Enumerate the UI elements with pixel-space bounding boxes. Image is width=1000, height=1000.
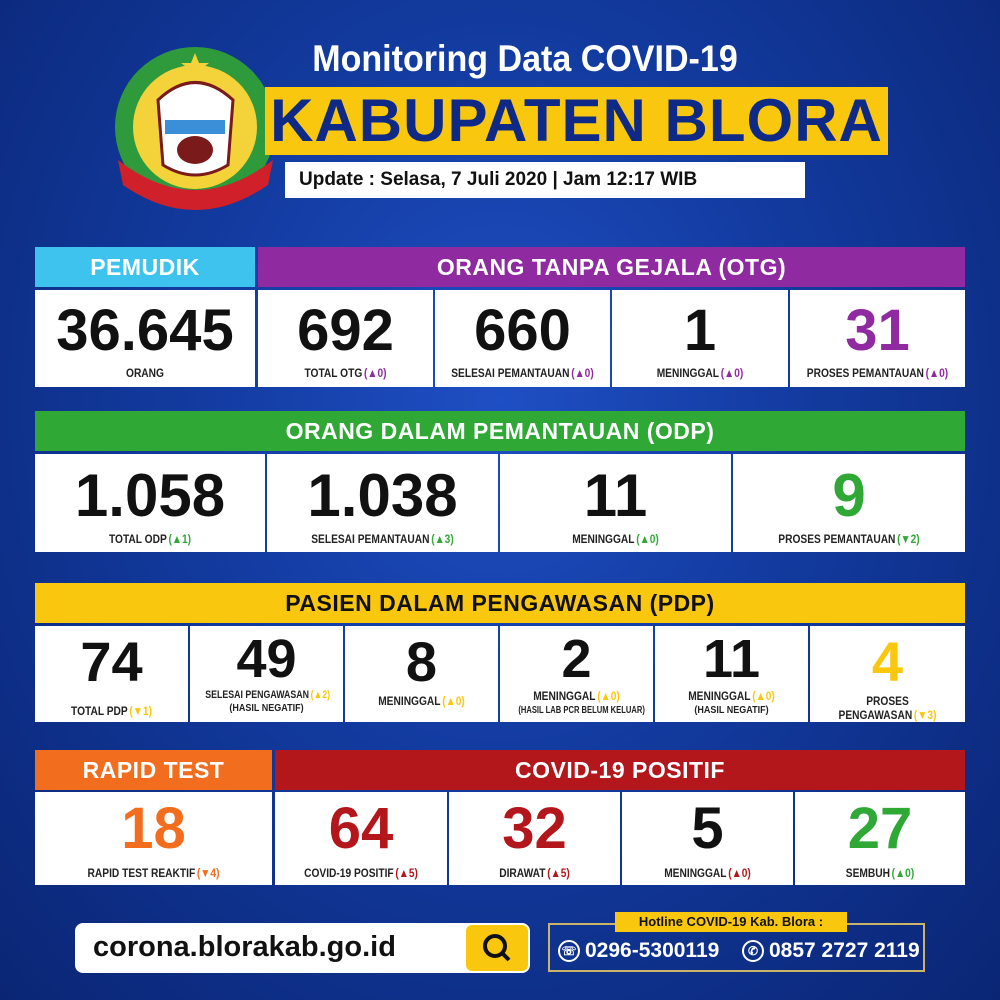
otg-total-value: 692 — [297, 298, 394, 363]
otg-selesai-value: 660 — [474, 298, 571, 363]
odp-selesai-value: 1.038 — [307, 462, 458, 529]
otg-selesai-card: 660 SELESAI PEMANTAUAN (▲0) — [435, 290, 610, 387]
odp-meninggal-card: 11 MENINGGAL (▲0) — [500, 454, 731, 552]
odp-meninggal-label: MENINGGAL (▲0) — [572, 532, 659, 546]
hotline-label: Hotline COVID-19 Kab. Blora : — [615, 912, 847, 932]
odp-proses-card: 9 PROSES PEMANTAUAN (▼2) — [733, 454, 965, 552]
hotline-phone[interactable]: ☏ 0296-5300119 — [558, 939, 719, 963]
pdp-proses-value: 4 — [871, 630, 904, 693]
region-banner: KABUPATEN BLORA — [265, 87, 888, 155]
odp-total-card: 1.058 TOTAL ODP (▲1) — [35, 454, 265, 552]
otg-meninggal-label: MENINGGAL (▲0) — [656, 366, 744, 380]
rapid-header: RAPID TEST — [35, 750, 272, 790]
search-icon — [483, 934, 511, 962]
pdp-meninggal-negatif-note: (HASIL NEGATIF) — [694, 705, 769, 716]
odp-total-label: TOTAL ODP (▲1) — [108, 532, 192, 546]
odp-selesai-label: SELESAI PEMANTAUAN (▲3) — [311, 532, 454, 546]
pdp-selesai-label: SELESAI PENGAWASAN (▲2) — [205, 689, 331, 701]
pdp-meninggal-pcr-card: 2 MENINGGAL (▲0) (HASIL LAB PCR BELUM KEL… — [500, 626, 653, 722]
rapid-value: 18 — [121, 796, 186, 861]
website-url[interactable]: corona.blorakab.go.id — [93, 931, 396, 963]
otg-proses-label: PROSES PEMANTAUAN (▲0) — [806, 366, 949, 380]
odp-meninggal-value: 11 — [583, 462, 648, 529]
pdp-proses-label2: PENGAWASAN (▼3) — [838, 708, 937, 722]
pdp-selesai-card: 49 SELESAI PENGAWASAN (▲2) (HASIL NEGATIF… — [190, 626, 343, 722]
otg-proses-value: 31 — [845, 298, 910, 363]
odp-total-value: 1.058 — [74, 462, 226, 529]
otg-total-card: 692 TOTAL OTG (▲0) — [258, 290, 433, 387]
covid-dirawat-card: 32 DIRAWAT (▲5) — [449, 792, 620, 885]
covid-sembuh-value: 27 — [847, 796, 913, 861]
pdp-meninggal-pcr-note: (HASIL LAB PCR BELUM KELUAR) — [518, 705, 645, 716]
pdp-total-value: 74 — [80, 630, 143, 693]
phone-icon: ☏ — [558, 940, 580, 962]
pemudik-value: 36.645 — [56, 298, 234, 363]
covid-positif-value: 64 — [328, 796, 394, 861]
website-link[interactable]: corona.blorakab.go.id — [75, 923, 530, 973]
odp-proses-value: 9 — [832, 462, 866, 529]
covid-sembuh-card: 27 SEMBUH (▲0) — [795, 792, 965, 885]
pdp-proses-label: PROSES — [866, 694, 909, 708]
blora-logo — [113, 45, 278, 215]
search-button[interactable] — [466, 925, 528, 971]
pemudik-card: 36.645 ORANG — [35, 290, 255, 387]
pdp-header: PASIEN DALAM PENGAWASAN (PDP) — [35, 583, 965, 623]
otg-total-label: TOTAL OTG (▲0) — [304, 366, 387, 380]
hotline-whatsapp[interactable]: ✆ 0857 2727 2119 — [742, 939, 920, 963]
covid-dirawat-value: 32 — [502, 796, 567, 861]
rapid-label: RAPID TEST REAKTIF (▼4) — [87, 866, 220, 880]
odp-selesai-card: 1.038 SELESAI PEMANTAUAN (▲3) — [267, 454, 498, 552]
covid-meninggal-card: 5 MENINGGAL (▲0) — [622, 792, 793, 885]
otg-proses-card: 31 PROSES PEMANTAUAN (▲0) — [790, 290, 965, 387]
pdp-meninggal-label: MENINGGAL (▲0) — [378, 694, 465, 708]
pdp-proses-card: 4 PROSES PENGAWASAN (▼3) — [810, 626, 965, 722]
rapid-card: 18 RAPID TEST REAKTIF (▼4) — [35, 792, 272, 885]
covid-positif-label: COVID-19 POSITIF (▲5) — [304, 866, 418, 880]
pemudik-label: ORANG — [126, 366, 164, 380]
otg-header: ORANG TANPA GEJALA (OTG) — [258, 247, 965, 287]
covid-dirawat-label: DIRAWAT (▲5) — [499, 866, 570, 880]
otg-meninggal-value: 1 — [683, 298, 717, 363]
covid-header: COVID-19 POSITIF — [275, 750, 965, 790]
whatsapp-icon: ✆ — [742, 940, 764, 962]
otg-meninggal-card: 1 MENINGGAL (▲0) — [612, 290, 788, 387]
otg-selesai-label: SELESAI PEMANTAUAN (▲0) — [451, 366, 594, 380]
covid-positif-card: 64 COVID-19 POSITIF (▲5) — [275, 792, 447, 885]
pdp-total-label: TOTAL PDP (▼1) — [71, 704, 152, 718]
pdp-meninggal-value: 8 — [405, 630, 438, 693]
odp-proses-label: PROSES PEMANTAUAN (▼2) — [778, 532, 920, 546]
pemudik-header: PEMUDIK — [35, 247, 255, 287]
pdp-meninggal-negatif-value: 11 — [702, 629, 761, 689]
covid-meninggal-value: 5 — [691, 796, 724, 861]
pdp-meninggal-negatif-label: MENINGGAL (▲0) — [688, 689, 775, 703]
pdp-selesai-note: (HASIL NEGATIF) — [229, 703, 304, 714]
covid-meninggal-label: MENINGGAL (▲0) — [664, 866, 751, 880]
pdp-meninggal-pcr-value: 2 — [561, 629, 592, 689]
page-title: Monitoring Data COVID-19 — [312, 38, 738, 79]
covid-sembuh-label: SEMBUH (▲0) — [845, 866, 915, 880]
pdp-meninggal-pcr-label: MENINGGAL (▲0) — [533, 689, 620, 703]
pdp-meninggal-card: 8 MENINGGAL (▲0) — [345, 626, 498, 722]
update-timestamp: Update : Selasa, 7 Juli 2020 | Jam 12:17… — [285, 162, 805, 198]
pdp-total-card: 74 TOTAL PDP (▼1) — [35, 626, 188, 722]
pdp-meninggal-negatif-card: 11 MENINGGAL (▲0) (HASIL NEGATIF) — [655, 626, 808, 722]
pdp-selesai-value: 49 — [236, 629, 297, 689]
odp-header: ORANG DALAM PEMANTAUAN (ODP) — [35, 411, 965, 451]
